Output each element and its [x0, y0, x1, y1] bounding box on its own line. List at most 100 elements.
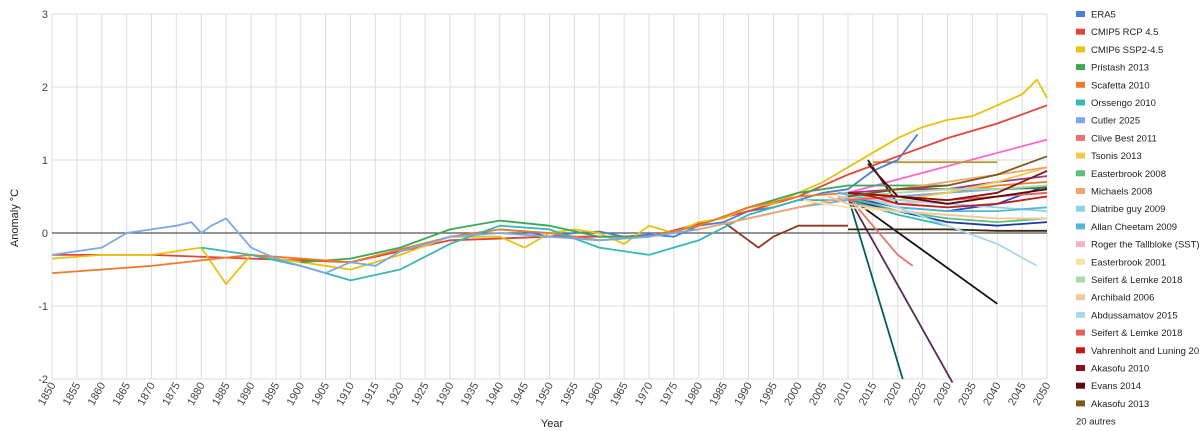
x-tick-label: 1870 — [135, 381, 158, 408]
legend-label: Roger the Tallbloke (SST) — [1091, 240, 1200, 251]
legend-swatch — [1076, 152, 1085, 159]
x-tick-label: 1970 — [633, 381, 656, 408]
legend-label: Diatribe guy 2009 — [1091, 204, 1165, 215]
x-tick-label: 1995 — [757, 381, 780, 408]
x-tick-label: 2050 — [1031, 381, 1054, 408]
legend-label: Vahrenholt and Luning 2012 — [1091, 346, 1200, 357]
series-line-17 — [872, 199, 1038, 267]
legend-more[interactable]: 20 autres — [1076, 417, 1116, 428]
x-tick-label: 2015 — [857, 381, 880, 408]
x-tick-label: 1905 — [310, 381, 333, 408]
legend-label: Akasofu 2010 — [1091, 364, 1149, 375]
legend-label: Tsonis 2013 — [1091, 151, 1142, 162]
series-line-7 — [847, 195, 914, 267]
legend-label: Seifert & Lemke 2018 — [1091, 328, 1182, 339]
x-tick-label: 1920 — [384, 381, 407, 408]
x-tick-label: 1900 — [285, 381, 308, 408]
legend-swatch — [1076, 205, 1085, 212]
legend-label: Abdussamatov 2015 — [1091, 310, 1178, 321]
x-tick-label: 1890 — [235, 381, 258, 408]
x-tick-label: 1955 — [558, 381, 581, 408]
legend-swatch — [1076, 99, 1085, 106]
series-line-15 — [847, 184, 1048, 198]
x-tick-label: 1930 — [434, 381, 457, 408]
legend-label: Archibald 2006 — [1091, 293, 1154, 304]
legend-swatch — [1076, 223, 1085, 230]
y-tick-label: 1 — [42, 155, 48, 167]
x-tick-label: 2045 — [1006, 381, 1029, 408]
legend-label: Clive Best 2011 — [1091, 133, 1157, 144]
series-line-6 — [51, 184, 1048, 275]
x-tick-label: 1925 — [409, 381, 432, 408]
x-tick-label: 1855 — [61, 381, 84, 408]
series-line-22 — [847, 155, 1048, 198]
x-tick-label: 1960 — [583, 381, 606, 408]
x-tick-label: 2040 — [981, 381, 1004, 408]
legend-swatch — [1076, 64, 1085, 71]
legend-swatch — [1076, 276, 1085, 283]
x-tick-label: 1985 — [708, 381, 731, 408]
legend-swatch — [1076, 311, 1085, 318]
extra-series-line-9 — [848, 228, 1047, 232]
legend-swatch — [1076, 11, 1085, 17]
x-tick-label: 1895 — [260, 381, 283, 408]
legend-label: ERA5 — [1091, 10, 1116, 21]
legend-swatch — [1076, 28, 1085, 35]
series-line-16 — [827, 195, 1047, 220]
legend-swatch — [1076, 46, 1085, 53]
x-tick-label: 1935 — [459, 381, 482, 408]
series-line-20 — [847, 170, 1048, 202]
legend-label: CMIP6 SSP2-4.5 — [1091, 45, 1163, 56]
series-line-3 — [300, 184, 948, 264]
series-line-21 — [867, 162, 1048, 205]
x-tick-label: 2000 — [782, 381, 805, 408]
x-tick-label: 1880 — [185, 381, 208, 408]
y-tick-label: 0 — [42, 228, 48, 240]
x-tick-label: 1940 — [484, 381, 507, 408]
y-tick-labels: -2 -1 0 1 2 3 — [38, 9, 48, 386]
legend-label: Pristash 2013 — [1091, 63, 1149, 74]
legend-swatch — [1076, 117, 1085, 124]
extra-series-line-3 — [847, 196, 954, 384]
x-tick-labels: 1850 1855 1860 1865 1870 1875 1880 1885 1890 1895… — [36, 381, 1054, 408]
legend-swatch — [1076, 258, 1085, 265]
legend-swatch — [1076, 134, 1085, 141]
series-layer — [51, 78, 1048, 384]
x-tick-label: 1915 — [359, 381, 382, 408]
y-tick-label: -2 — [38, 374, 48, 386]
legend-label: Michaels 2008 — [1091, 187, 1152, 198]
legend-label: Seifert & Lemke 2018 — [1091, 275, 1182, 286]
extra-series-line-0 — [847, 138, 1048, 194]
legend-swatch — [1076, 188, 1085, 194]
x-tick-label: 1910 — [334, 381, 357, 408]
x-tick-label: 1990 — [732, 381, 755, 408]
x-tick-label: 1975 — [658, 381, 681, 408]
legend-label: Scafetta 2010 — [1091, 80, 1150, 91]
y-tick-label: 2 — [42, 82, 48, 94]
legend-label: Orssengo 2010 — [1091, 98, 1156, 109]
x-tick-label: 1865 — [111, 381, 134, 408]
y-tick-label: 3 — [42, 9, 48, 21]
x-tick-label: 1875 — [160, 381, 183, 408]
x-tick-label: 2035 — [956, 381, 979, 408]
x-tick-label: 2030 — [931, 381, 954, 408]
legend-swatch — [1076, 294, 1085, 301]
legend-label: CMIP5 RCP 4.5 — [1091, 27, 1158, 38]
legend-swatch — [1076, 382, 1085, 389]
legend-swatch — [1076, 329, 1085, 336]
extra-series-line-8 — [723, 221, 848, 249]
legend-swatch — [1076, 81, 1085, 88]
series-line-19 — [847, 191, 1048, 209]
legend-label: Allan Cheetam 2009 — [1091, 222, 1177, 233]
x-tick-label: 2020 — [882, 381, 905, 408]
y-tick-label: -1 — [38, 301, 48, 313]
x-tick-label: 2010 — [832, 381, 855, 408]
y-axis-title: Anomaly °C — [9, 189, 21, 247]
legend-label: Akasofu 2013 — [1091, 399, 1149, 410]
x-tick-label: 1980 — [683, 381, 706, 408]
x-tick-label: 1885 — [210, 381, 233, 408]
x-tick-label: 2025 — [907, 381, 930, 408]
legend-label: Cutler 2025 — [1091, 116, 1140, 127]
legend-swatch — [1076, 347, 1085, 354]
